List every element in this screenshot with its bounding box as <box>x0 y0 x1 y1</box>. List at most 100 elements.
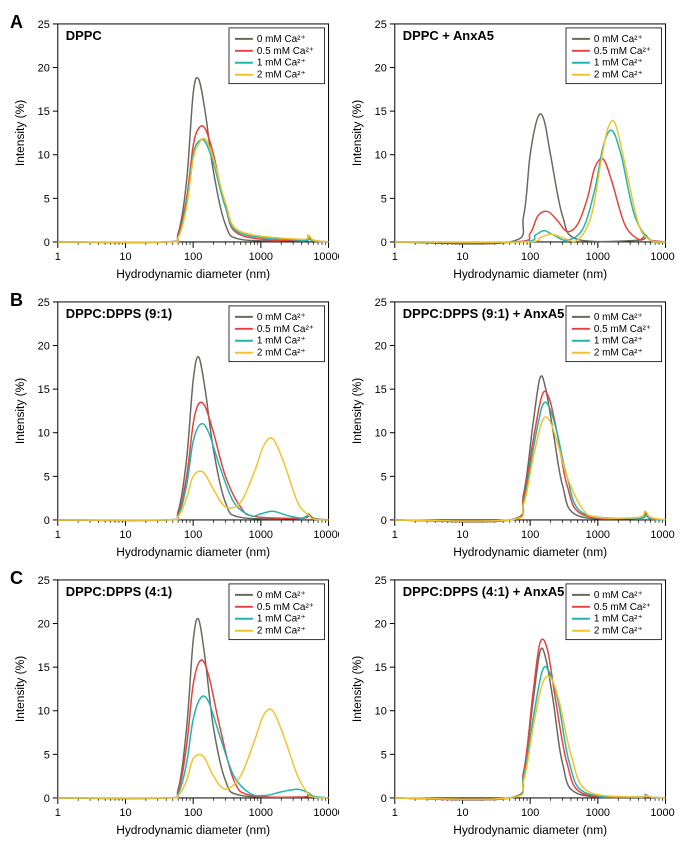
series-line <box>58 438 329 520</box>
x-axis-label: Hydrodynamic diameter (nm) <box>453 267 607 281</box>
legend-label: 0 mM Ca²⁺ <box>257 34 306 45</box>
x-axis-label: Hydrodynamic diameter (nm) <box>453 822 607 836</box>
xtick-label: 1000 <box>249 806 273 818</box>
ytick-label: 20 <box>374 63 386 75</box>
series-line <box>58 618 329 798</box>
legend-label: 1 mM Ca²⁺ <box>593 613 642 624</box>
xtick-label: 1000 <box>585 806 609 818</box>
xtick-label: 100 <box>521 806 539 818</box>
legend-label: 0 mM Ca²⁺ <box>257 589 306 600</box>
xtick-label: 10000 <box>650 529 675 541</box>
series-line <box>394 639 665 800</box>
panel-C1: C0510152025110100100010000DPPC:DPPS (4:1… <box>10 566 339 840</box>
series-line <box>58 402 329 520</box>
xtick-label: 100 <box>184 251 202 263</box>
ytick-label: 5 <box>44 749 50 761</box>
panel-title: DPPC + AnxA5 <box>402 28 493 43</box>
xtick-label: 1 <box>391 806 397 818</box>
panel-title: DPPC <box>66 28 102 43</box>
xtick-label: 100 <box>521 529 539 541</box>
ytick-label: 10 <box>38 150 50 162</box>
legend-label: 2 mM Ca²⁺ <box>593 625 642 636</box>
series-line <box>58 659 329 798</box>
xtick-label: 10 <box>119 251 131 263</box>
panel-A2: 0510152025110100100010000DPPC + AnxA50 m… <box>347 10 676 284</box>
legend-label: 2 mM Ca²⁺ <box>593 347 642 358</box>
ytick-label: 5 <box>380 193 386 205</box>
row-label: A <box>10 12 23 33</box>
xtick-label: 10000 <box>313 529 338 541</box>
x-axis-label: Hydrodynamic diameter (nm) <box>116 545 270 559</box>
y-axis-label: Intensity (%) <box>13 100 27 166</box>
ytick-label: 15 <box>38 106 50 118</box>
ytick-label: 0 <box>380 237 386 249</box>
ytick-label: 0 <box>380 515 386 527</box>
legend-label: 0 mM Ca²⁺ <box>593 589 642 600</box>
ytick-label: 25 <box>38 297 50 309</box>
ytick-label: 0 <box>380 792 386 804</box>
xtick-label: 1000 <box>585 529 609 541</box>
legend-label: 0.5 mM Ca²⁺ <box>257 46 314 57</box>
ytick-label: 10 <box>374 427 386 439</box>
xtick-label: 10 <box>456 806 468 818</box>
xtick-label: 100 <box>184 529 202 541</box>
y-axis-label: Intensity (%) <box>349 377 363 443</box>
ytick-label: 25 <box>374 574 386 586</box>
ytick-label: 20 <box>38 618 50 630</box>
series-line <box>394 391 665 521</box>
legend-label: 0.5 mM Ca²⁺ <box>593 46 650 57</box>
xtick-label: 1 <box>391 529 397 541</box>
ytick-label: 0 <box>44 237 50 249</box>
legend-label: 2 mM Ca²⁺ <box>257 347 306 358</box>
legend-label: 2 mM Ca²⁺ <box>257 625 306 636</box>
ytick-label: 25 <box>38 19 50 31</box>
y-axis-label: Intensity (%) <box>349 655 363 721</box>
row-label: B <box>10 290 23 311</box>
panel-title: DPPC:DPPS (4:1) <box>66 583 172 598</box>
xtick-label: 10000 <box>650 251 675 263</box>
legend-label: 0 mM Ca²⁺ <box>593 312 642 323</box>
panel-C2: 0510152025110100100010000DPPC:DPPS (4:1)… <box>347 566 676 840</box>
panel-A1: A0510152025110100100010000DPPC0 mM Ca²⁺0… <box>10 10 339 284</box>
ytick-label: 10 <box>374 705 386 717</box>
xtick-label: 10000 <box>313 251 338 263</box>
series-line <box>394 376 665 522</box>
xtick-label: 10 <box>119 529 131 541</box>
ytick-label: 25 <box>374 297 386 309</box>
ytick-label: 5 <box>44 193 50 205</box>
xtick-label: 1 <box>55 251 61 263</box>
chart-svg: 0510152025110100100010000DPPC:DPPS (9:1)… <box>10 288 339 562</box>
x-axis-label: Hydrodynamic diameter (nm) <box>116 267 270 281</box>
series-line <box>58 126 329 243</box>
ytick-label: 15 <box>374 106 386 118</box>
legend-label: 0.5 mM Ca²⁺ <box>257 601 314 612</box>
x-axis-label: Hydrodynamic diameter (nm) <box>453 545 607 559</box>
series-line <box>394 666 665 799</box>
xtick-label: 10 <box>456 251 468 263</box>
legend-label: 1 mM Ca²⁺ <box>257 335 306 346</box>
ytick-label: 10 <box>374 150 386 162</box>
panel-title: DPPC:DPPS (4:1) + AnxA5 <box>402 583 564 598</box>
panel-title: DPPC:DPPS (9:1) <box>66 306 172 321</box>
legend-label: 0.5 mM Ca²⁺ <box>257 324 314 335</box>
ytick-label: 20 <box>38 340 50 352</box>
ytick-label: 25 <box>374 19 386 31</box>
ytick-label: 20 <box>374 340 386 352</box>
ytick-label: 25 <box>38 574 50 586</box>
legend-label: 1 mM Ca²⁺ <box>257 58 306 69</box>
ytick-label: 5 <box>380 749 386 761</box>
ytick-label: 0 <box>44 792 50 804</box>
ytick-label: 5 <box>380 471 386 483</box>
xtick-label: 1000 <box>249 251 273 263</box>
legend-label: 0 mM Ca²⁺ <box>257 312 306 323</box>
chart-svg: 0510152025110100100010000DPPC:DPPS (4:1)… <box>10 566 339 840</box>
ytick-label: 15 <box>38 662 50 674</box>
ytick-label: 0 <box>44 515 50 527</box>
legend-label: 1 mM Ca²⁺ <box>593 335 642 346</box>
y-axis-label: Intensity (%) <box>349 100 363 166</box>
panel-title: DPPC:DPPS (9:1) + AnxA5 <box>402 306 564 321</box>
xtick-label: 1 <box>55 806 61 818</box>
x-axis-label: Hydrodynamic diameter (nm) <box>116 822 270 836</box>
ytick-label: 5 <box>44 471 50 483</box>
ytick-label: 10 <box>38 705 50 717</box>
